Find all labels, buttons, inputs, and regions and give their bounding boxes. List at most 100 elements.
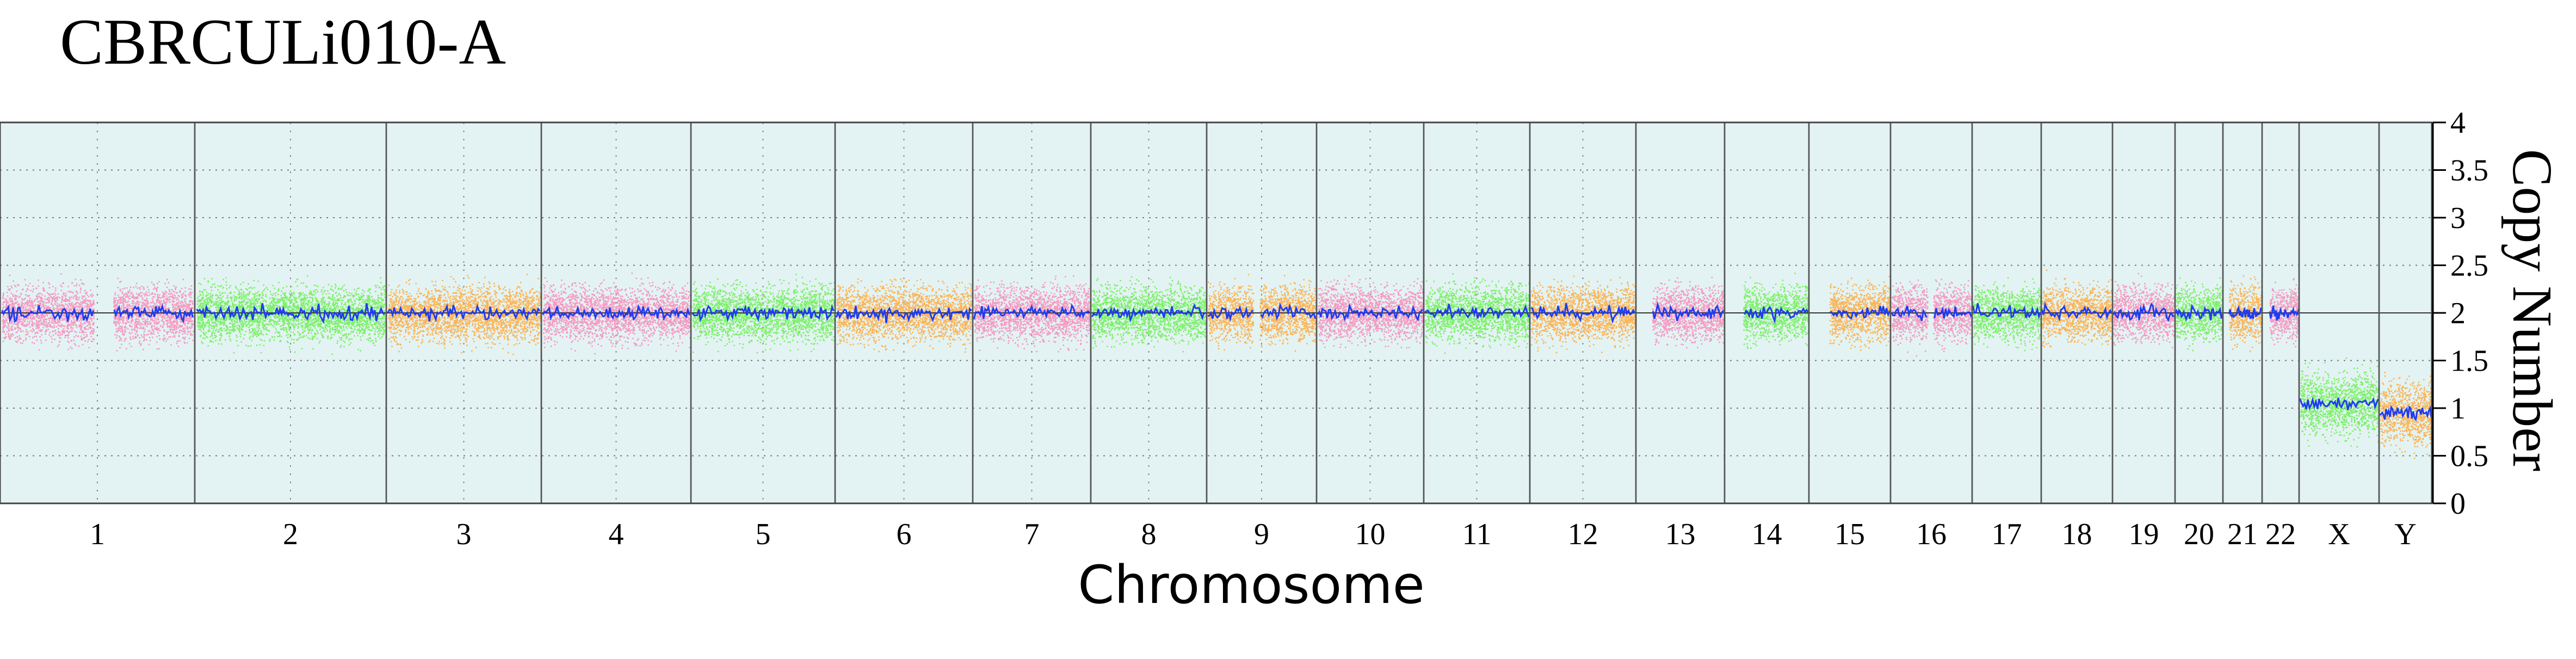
copy-number-dot [69,297,71,298]
copy-number-dot [27,331,29,332]
copy-number-dot [168,289,170,291]
copy-number-dot [357,306,359,309]
copy-number-dot [150,319,152,321]
copy-number-dot [329,329,331,331]
copy-number-dot [82,282,84,285]
copy-number-dot [15,301,16,303]
copy-number-dot [282,292,284,294]
copy-number-dot [37,332,39,334]
copy-number-dot [174,317,175,319]
copy-number-dot [46,329,47,331]
copy-number-dot [277,293,279,295]
copy-number-dot [40,321,42,323]
copy-number-dot [58,344,60,346]
copy-number-dot [17,322,20,324]
copy-number-dot [71,348,73,349]
copy-number-dot [300,282,302,284]
copy-number-dot [69,303,71,305]
copy-number-dot [10,334,12,335]
copy-number-dot [221,343,223,345]
copy-number-dot [330,306,332,307]
copy-number-dot [119,318,121,320]
copy-number-dot [40,340,42,341]
copy-number-dot [282,321,283,323]
copy-number-dot [359,303,361,304]
copy-number-dot [75,304,77,305]
copy-number-dot [58,309,59,310]
copy-number-dot [150,306,152,307]
copy-number-dot [25,309,27,311]
copy-number-dot [90,340,92,342]
copy-number-dot [257,302,258,304]
copy-number-dot [198,282,200,285]
copy-number-dot [142,349,144,350]
copy-number-dot [183,306,185,308]
copy-number-dot [270,305,272,307]
copy-number-dot [28,294,30,297]
copy-number-dot [6,302,8,304]
copy-number-dot [75,294,77,297]
copy-number-dot [290,319,292,321]
copy-number-dot [191,323,194,325]
copy-number-dot [171,317,173,319]
copy-number-dot [190,328,192,329]
copy-number-dot [310,323,311,325]
copy-number-dot [314,321,316,323]
copy-number-dot [113,297,115,299]
copy-number-dot [135,310,138,312]
copy-number-dot [2,316,4,318]
copy-number-dot [51,322,53,324]
copy-number-dot [27,321,29,322]
copy-number-dot [203,278,206,280]
copy-number-dot [15,331,17,334]
copy-number-dot [256,320,258,322]
copy-number-dot [126,304,128,306]
copy-number-dot [176,327,177,329]
copy-number-dot [16,336,18,338]
copy-number-dot [312,348,314,350]
copy-number-dot [153,325,155,327]
copy-number-dot [135,324,137,325]
copy-number-dot [291,286,293,288]
copy-number-dot [18,321,20,322]
copy-number-dot [151,329,153,330]
copy-number-dot [76,293,78,294]
copy-number-dot [132,300,134,301]
copy-number-dot [93,302,95,304]
copy-number-dot [44,298,46,300]
copy-number-dot [190,297,192,299]
copy-number-dot [189,304,191,305]
copy-number-dot [11,335,13,337]
copy-number-dot [90,332,91,335]
copy-number-dot [16,323,18,325]
copy-number-dot [115,324,117,325]
copy-number-dot [207,336,208,338]
copy-number-dot [42,321,45,322]
copy-number-dot [8,288,9,290]
copy-number-dot [187,303,189,305]
copy-number-dot [38,328,40,329]
copy-number-dot [207,300,208,302]
copy-number-dot [187,331,189,332]
copy-number-dot [66,321,67,323]
copy-number-dot [164,282,166,285]
copy-number-dot [178,309,180,311]
copy-number-dot [127,296,129,298]
copy-number-dot [9,336,10,337]
copy-number-dot [254,294,256,296]
copy-number-dot [298,332,300,335]
copy-number-dot [370,324,372,326]
copy-number-dot [179,340,181,342]
copy-number-dot [118,340,120,342]
copy-number-dot [127,328,129,330]
copy-number-dot [228,318,230,320]
copy-number-dot [27,311,29,313]
copy-number-dot [341,344,342,347]
copy-number-dot [188,318,190,320]
copy-number-dot [83,299,85,301]
copy-number-dot [157,317,158,319]
copy-number-dot [143,328,145,330]
copy-number-dot [47,323,50,324]
copy-number-dot [70,315,72,317]
copy-number-dot [144,338,145,341]
